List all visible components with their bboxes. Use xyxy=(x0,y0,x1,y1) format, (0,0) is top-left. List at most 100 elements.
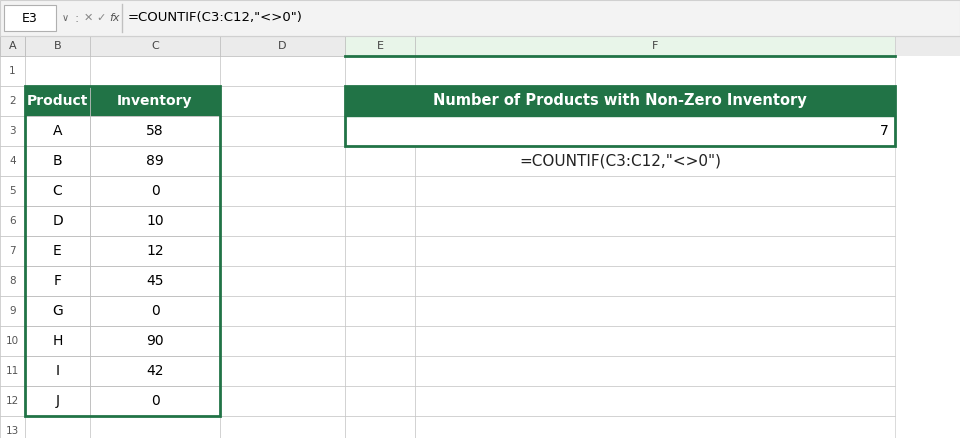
Text: 5: 5 xyxy=(10,186,15,196)
Bar xyxy=(415,356,895,386)
Bar xyxy=(25,56,90,86)
Bar xyxy=(0,146,25,176)
Text: 89: 89 xyxy=(146,154,164,168)
Bar xyxy=(25,176,90,206)
Bar xyxy=(415,36,895,56)
Bar xyxy=(220,416,345,438)
Bar xyxy=(415,326,895,356)
Bar xyxy=(0,36,25,56)
Bar xyxy=(345,36,895,56)
Text: 7: 7 xyxy=(880,124,889,138)
Text: 90: 90 xyxy=(146,334,164,348)
Text: D: D xyxy=(52,214,62,228)
Bar xyxy=(90,206,220,236)
Bar xyxy=(0,176,25,206)
Text: E: E xyxy=(376,41,383,51)
Bar xyxy=(25,326,90,356)
Bar xyxy=(345,416,415,438)
Bar xyxy=(415,146,895,176)
Text: B: B xyxy=(53,154,62,168)
Text: Inventory: Inventory xyxy=(117,94,193,108)
Bar xyxy=(25,86,90,116)
Text: 9: 9 xyxy=(10,306,15,316)
Bar xyxy=(415,236,895,266)
Bar xyxy=(220,146,345,176)
Bar xyxy=(345,326,415,356)
Bar xyxy=(345,296,415,326)
Text: C: C xyxy=(151,41,158,51)
Bar xyxy=(220,326,345,356)
Bar xyxy=(345,116,895,146)
Bar xyxy=(345,386,415,416)
Bar xyxy=(345,86,895,116)
Bar xyxy=(345,266,415,296)
Bar xyxy=(220,86,345,116)
Bar xyxy=(220,266,345,296)
Bar xyxy=(0,206,25,236)
Text: A: A xyxy=(9,41,16,51)
Text: 42: 42 xyxy=(146,364,164,378)
Bar xyxy=(220,116,345,146)
Text: C: C xyxy=(53,184,62,198)
Bar xyxy=(0,56,25,86)
Bar xyxy=(220,36,345,56)
Bar xyxy=(345,36,415,56)
Text: D: D xyxy=(278,41,287,51)
Bar xyxy=(220,236,345,266)
Bar xyxy=(0,116,25,146)
Bar xyxy=(0,56,25,86)
Bar xyxy=(220,206,345,236)
Bar xyxy=(415,86,895,116)
Bar xyxy=(0,0,960,36)
Bar xyxy=(0,86,25,116)
Text: ✓: ✓ xyxy=(96,13,106,23)
Bar xyxy=(0,326,25,356)
Text: 3: 3 xyxy=(10,126,15,136)
Text: I: I xyxy=(56,364,60,378)
Bar xyxy=(90,296,220,326)
Text: 11: 11 xyxy=(6,366,19,376)
Text: =COUNTIF(C3:C12,"<>0"): =COUNTIF(C3:C12,"<>0") xyxy=(519,153,721,169)
Bar xyxy=(90,236,220,266)
Text: J: J xyxy=(56,394,60,408)
Bar xyxy=(90,386,220,416)
Bar xyxy=(0,356,25,386)
Text: 10: 10 xyxy=(146,214,164,228)
Bar xyxy=(25,36,90,56)
Text: E3: E3 xyxy=(22,11,37,25)
Text: fx: fx xyxy=(109,13,119,23)
Bar xyxy=(0,206,25,236)
Bar xyxy=(90,56,220,86)
Bar xyxy=(25,86,220,416)
Bar xyxy=(345,146,415,176)
Bar xyxy=(0,296,25,326)
Text: 6: 6 xyxy=(10,216,15,226)
Bar xyxy=(415,116,895,146)
Bar xyxy=(345,356,415,386)
Text: 0: 0 xyxy=(151,184,159,198)
Bar xyxy=(415,416,895,438)
Text: :: : xyxy=(74,11,79,25)
Bar xyxy=(345,86,415,116)
Bar xyxy=(25,86,90,116)
Bar xyxy=(0,356,25,386)
Text: 58: 58 xyxy=(146,124,164,138)
Text: B: B xyxy=(54,41,61,51)
Text: 12: 12 xyxy=(146,244,164,258)
Text: 2: 2 xyxy=(10,96,15,106)
Bar xyxy=(90,356,220,386)
Bar xyxy=(0,146,25,176)
Bar xyxy=(90,116,220,146)
Bar xyxy=(25,266,90,296)
Bar xyxy=(415,56,895,86)
Bar xyxy=(0,386,25,416)
Bar xyxy=(4,5,56,31)
Text: 8: 8 xyxy=(10,276,15,286)
Bar xyxy=(90,416,220,438)
Bar xyxy=(0,386,25,416)
Bar xyxy=(220,296,345,326)
Bar xyxy=(0,416,25,438)
Bar xyxy=(220,176,345,206)
Bar xyxy=(90,146,220,176)
Text: 0: 0 xyxy=(151,394,159,408)
